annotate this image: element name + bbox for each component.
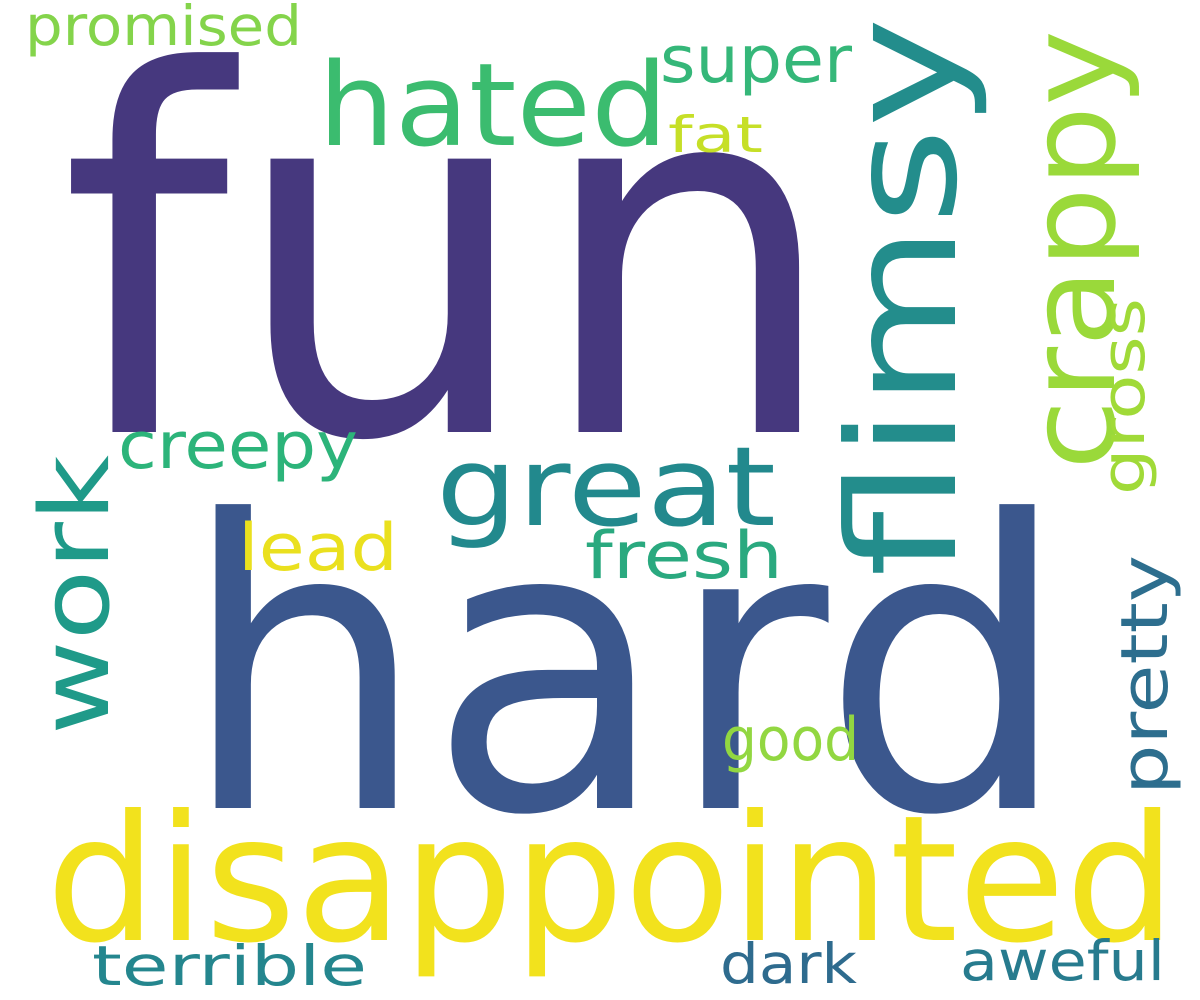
word-lead: lead [238, 511, 398, 586]
word-terrible: terrible [92, 934, 367, 998]
word-fat: fat [668, 106, 763, 164]
word-hard: hard [180, 438, 1070, 903]
word-pretty: pretty [1108, 555, 1183, 795]
word-aweful: aweful [960, 929, 1165, 993]
word-work: work [21, 455, 131, 735]
word-fresh: fresh [585, 519, 783, 594]
word-super: super [660, 23, 852, 98]
word-hated: hated [318, 39, 668, 173]
word-disappointed: disappointed [46, 779, 1176, 982]
word-good: good [722, 705, 859, 775]
word-fun: fun [60, 0, 840, 550]
word-creepy: creepy [118, 409, 358, 484]
word-dark: dark [720, 932, 857, 996]
word-gross: gross [1089, 298, 1159, 495]
word-crappy: crappy [1004, 30, 1143, 470]
word-promised: promised [25, 0, 302, 58]
word-great: great [436, 423, 776, 551]
word-flimsy: flimsy [817, 17, 991, 577]
